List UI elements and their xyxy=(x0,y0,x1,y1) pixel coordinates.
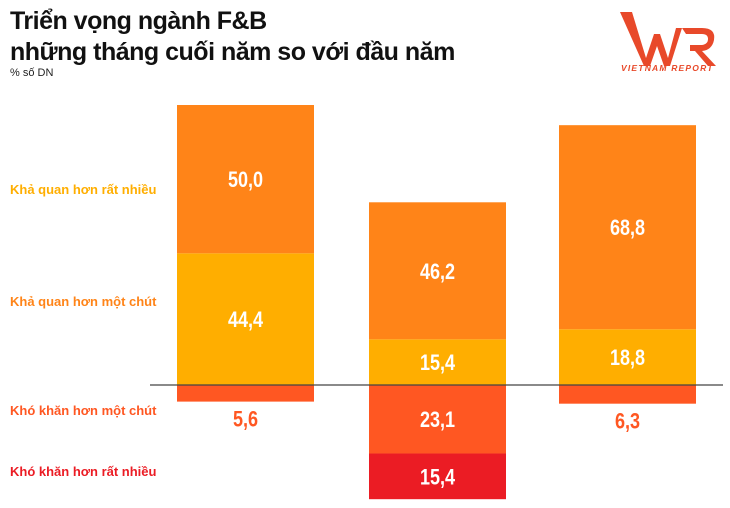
vnr-logo xyxy=(620,12,716,66)
value-label: 46,2 xyxy=(420,260,455,284)
value-label: 23,1 xyxy=(420,409,455,433)
value-label: 44,4 xyxy=(228,309,264,333)
chart-subtitle: % số DN xyxy=(10,67,54,79)
legend-label: Khó khăn hơn một chút xyxy=(10,403,157,418)
value-label: 50,0 xyxy=(228,169,263,193)
value-label: 15,4 xyxy=(420,352,456,376)
bar-segment xyxy=(369,385,506,454)
bar-segment xyxy=(559,385,696,404)
bar-segment xyxy=(369,339,506,385)
bar-segment xyxy=(559,125,696,330)
chart-title: Triển vọng ngành F&B những tháng cuối nă… xyxy=(10,6,455,68)
value-label: 5,6 xyxy=(233,408,258,432)
value-label: 15,4 xyxy=(420,466,456,490)
bar-segment xyxy=(177,385,314,402)
value-label: 18,8 xyxy=(610,347,645,371)
bar-segment xyxy=(369,202,506,340)
logo-text: VIETNAM REPORT xyxy=(621,63,714,73)
bar-segment xyxy=(177,105,314,254)
bar-segment xyxy=(369,453,506,500)
value-label: 68,8 xyxy=(610,217,645,241)
bar-segment xyxy=(559,329,696,385)
value-label: 6,3 xyxy=(615,410,640,434)
chart-title-line-2: những tháng cuối năm so với đầu năm xyxy=(10,38,455,66)
legend-label: Khó khăn hơn rất nhiều xyxy=(10,464,157,479)
legend-label: Khả quan hơn rất nhiều xyxy=(10,182,157,197)
chart-title-line-1: Triển vọng ngành F&B xyxy=(10,7,267,35)
legend-label: Khả quan hơn một chút xyxy=(10,294,157,309)
bar-segment xyxy=(177,253,314,385)
